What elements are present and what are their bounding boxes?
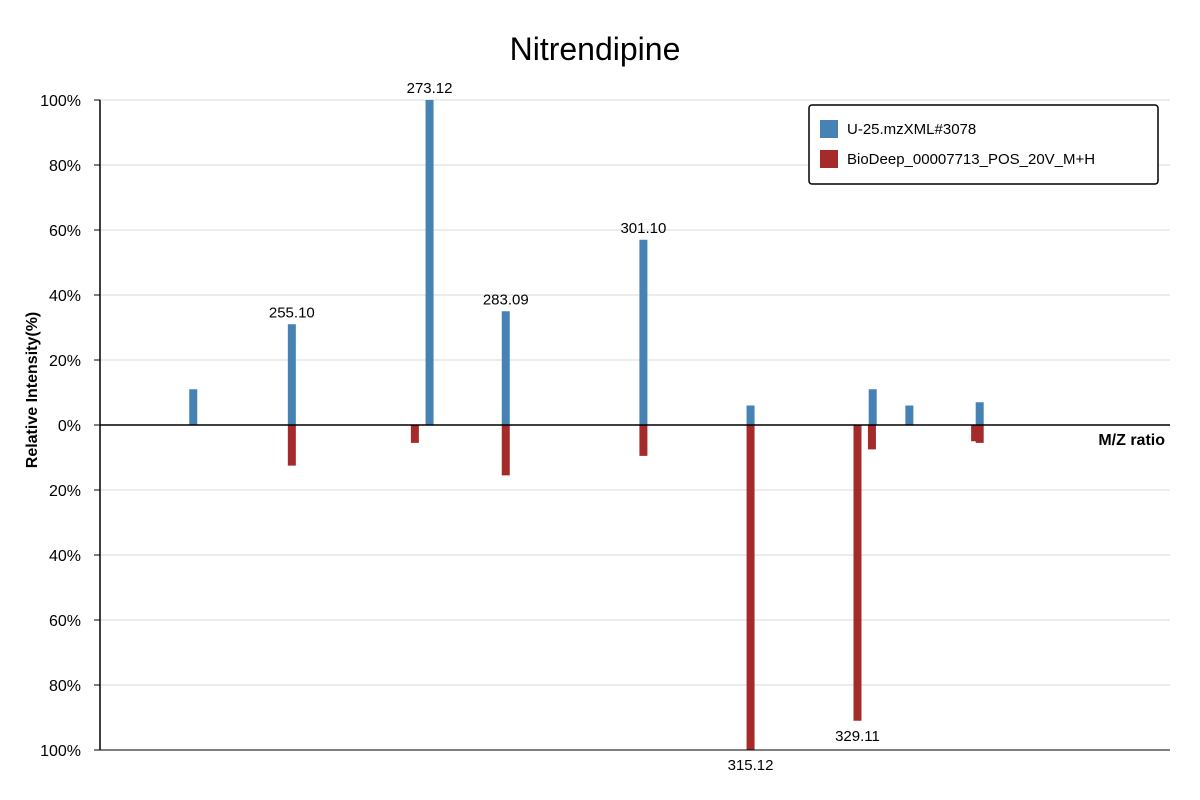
reference-peak-bar: [971, 425, 980, 442]
y-tick-label: 20%: [49, 353, 81, 370]
y-tick-label: 60%: [49, 613, 81, 630]
query-peak-bar: [746, 405, 755, 425]
y-tick-label: 100%: [40, 743, 81, 760]
peak-label: 301.10: [620, 220, 666, 237]
legend-label-reference: BioDeep_00007713_POS_20V_M+H: [847, 151, 1095, 168]
legend-swatch-reference: [820, 150, 838, 168]
query-peak-bar: [189, 389, 198, 425]
reference-peak-bar: [639, 425, 648, 456]
query-peak-bar: [975, 402, 984, 425]
peak-label: 283.09: [483, 291, 529, 308]
y-tick-label: 100%: [40, 93, 81, 110]
y-tick-label: 0%: [58, 418, 81, 435]
query-spectrum-bars: [189, 100, 984, 425]
reference-peak-bar: [287, 425, 296, 466]
y-tick-label: 20%: [49, 483, 81, 500]
query-peak-bar: [639, 239, 648, 425]
axes: [99, 100, 1170, 751]
y-tick-label: 80%: [49, 158, 81, 175]
peak-labels: 255.10 273.12 283.09 301.10 315.12 329.11: [269, 80, 880, 774]
query-peak-bar: [905, 405, 914, 425]
legend-swatch-query: [820, 120, 838, 138]
y-tick-label: 40%: [49, 288, 81, 305]
y-tick-label: 60%: [49, 223, 81, 240]
y-tick-label: 80%: [49, 678, 81, 695]
reference-peak-bar: [853, 425, 862, 721]
query-peak-bar: [425, 100, 434, 425]
peak-label: 329.11: [835, 728, 880, 745]
query-peak-bar: [287, 324, 296, 425]
reference-peak-bar: [975, 425, 984, 443]
legend-label-query: U-25.mzXML#3078: [847, 121, 976, 138]
reference-peak-bar: [410, 425, 419, 443]
query-peak-bar: [868, 389, 877, 425]
peak-label: 255.10: [269, 304, 315, 321]
reference-peak-bar: [501, 425, 510, 476]
chart-title: Nitrendipine: [510, 31, 681, 67]
legend: U-25.mzXML#3078 BioDeep_00007713_POS_20V…: [808, 104, 1159, 185]
legend-box: [808, 104, 1159, 185]
reference-peak-bar: [867, 425, 876, 450]
peak-label: 315.12: [728, 757, 774, 774]
query-peak-bar: [501, 311, 510, 425]
reference-peak-bar: [746, 425, 755, 750]
y-axis-title: Relative Intensity(%): [24, 312, 41, 468]
peak-label: 273.12: [407, 80, 453, 97]
y-axis-ticks: 100% 80% 60% 40% 20% 0% 20% 40% 60% 80% 100%: [40, 93, 100, 760]
x-axis-title: M/Z ratio: [1098, 432, 1165, 449]
reference-spectrum-bars: [287, 425, 984, 750]
y-tick-label: 40%: [49, 548, 81, 565]
